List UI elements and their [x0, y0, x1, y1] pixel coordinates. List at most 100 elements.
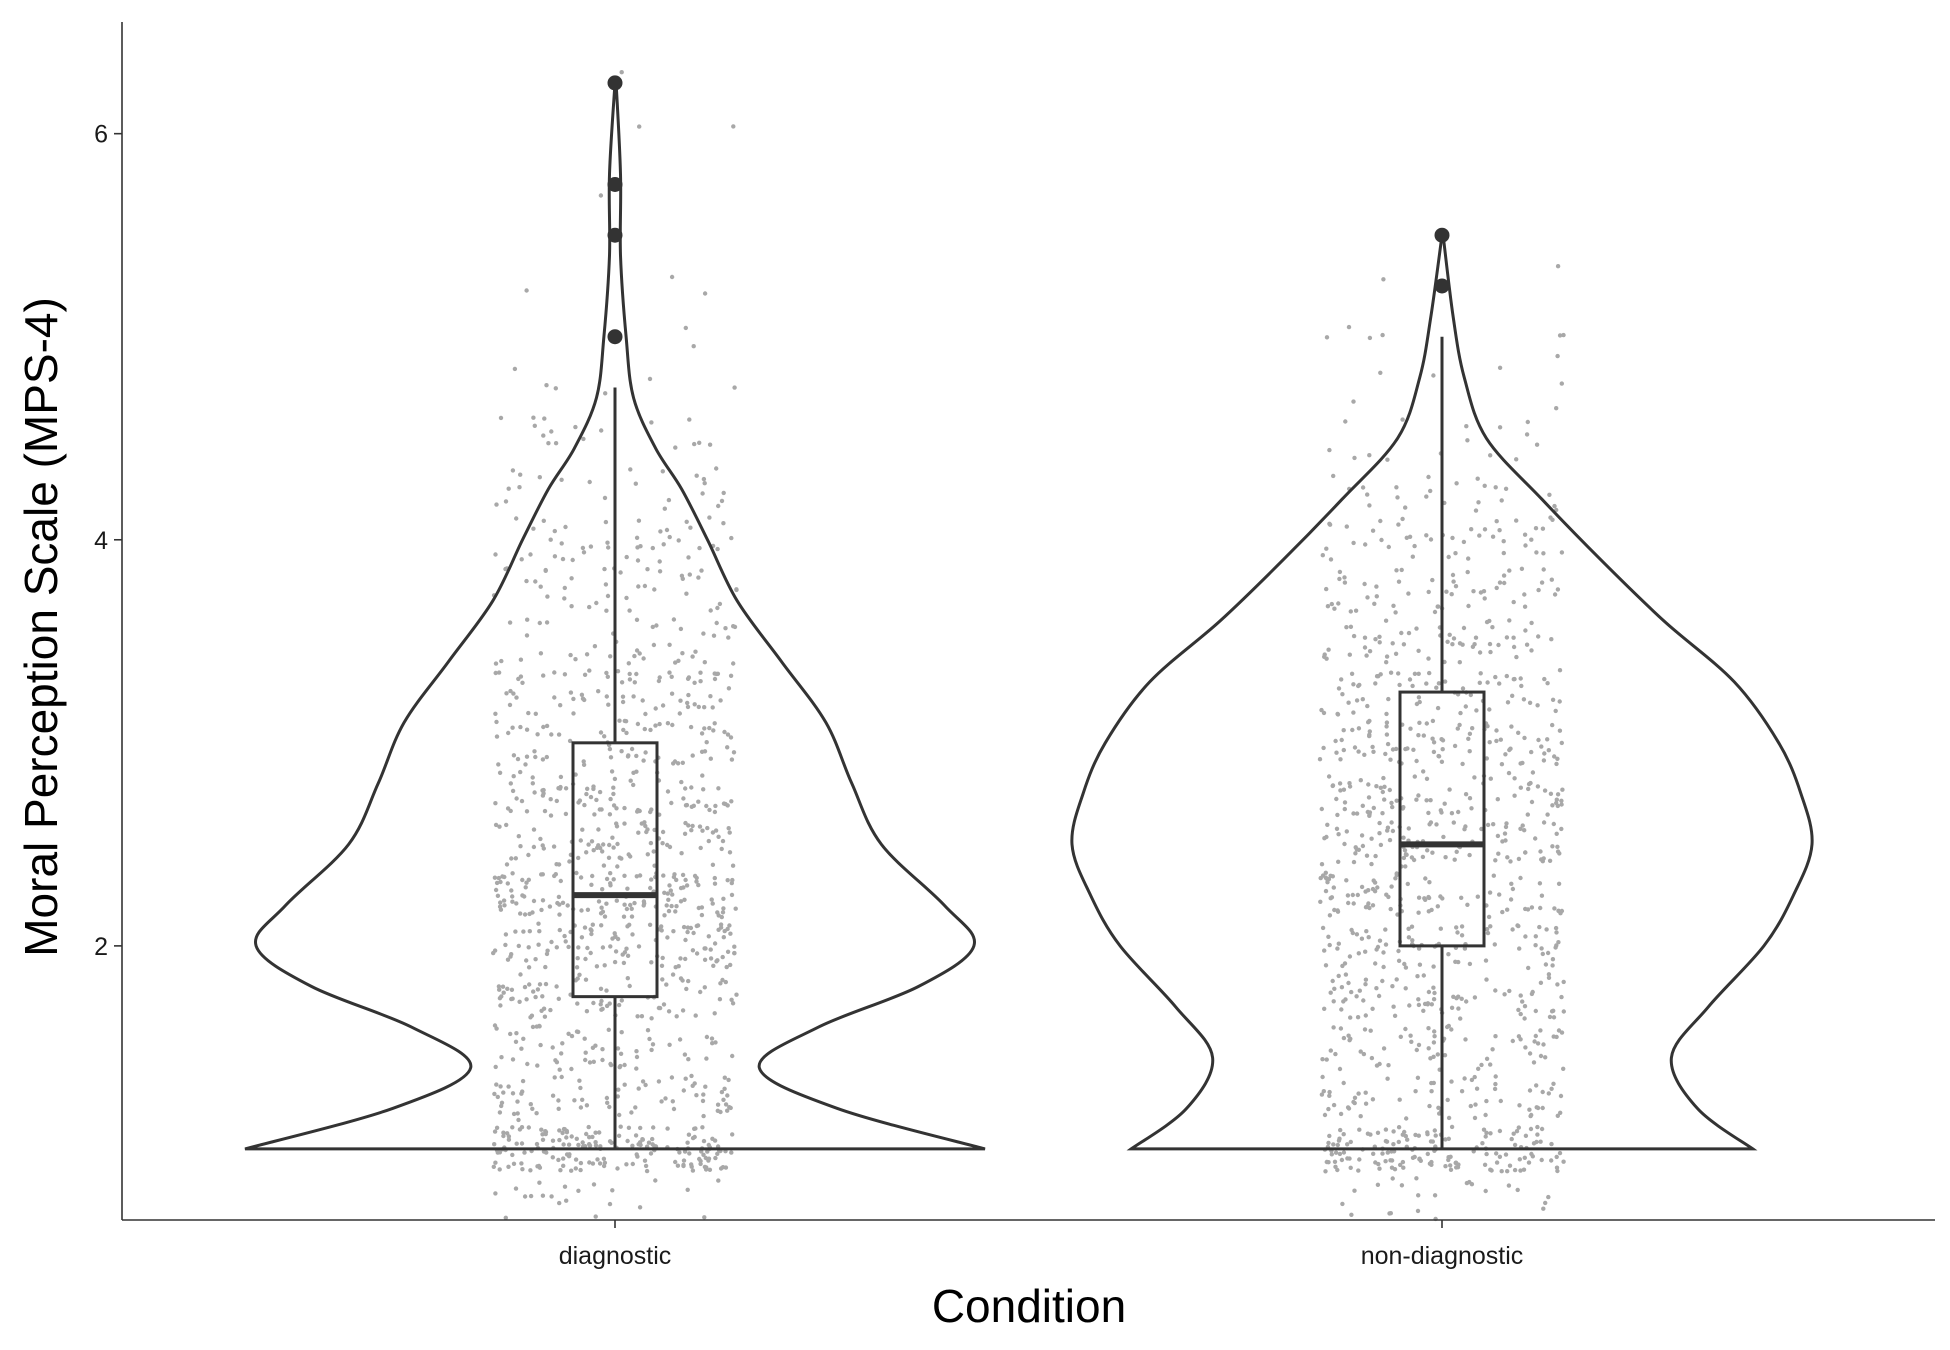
- jitter-point: [681, 1158, 687, 1163]
- jitter-point: [1535, 1041, 1541, 1046]
- jitter-point: [584, 652, 590, 657]
- jitter-point: [670, 1099, 675, 1104]
- jitter-point: [1522, 532, 1528, 537]
- jitter-point: [1377, 831, 1382, 836]
- jitter-point: [1394, 871, 1399, 876]
- jitter-point: [1557, 668, 1563, 673]
- jitter-point: [1327, 522, 1333, 527]
- jitter-point: [1409, 855, 1415, 860]
- jitter-point: [647, 922, 653, 927]
- jitter-point: [688, 724, 694, 730]
- jitter-point: [528, 1168, 533, 1173]
- jitter-point: [649, 420, 654, 425]
- jitter-point: [528, 1015, 533, 1020]
- jitter-point: [1551, 821, 1557, 827]
- jitter-point: [1560, 787, 1565, 792]
- jitter-point: [1542, 788, 1548, 793]
- jitter-point: [1404, 1116, 1409, 1121]
- jitter-point: [1380, 789, 1386, 795]
- jitter-point: [671, 1106, 677, 1112]
- jitter-point: [548, 797, 553, 802]
- jitter-point: [1374, 674, 1380, 679]
- jitter-point: [619, 749, 624, 754]
- jitter-point: [580, 545, 586, 551]
- jitter-point: [679, 851, 684, 856]
- jitter-point: [1536, 634, 1541, 639]
- jitter-point: [670, 892, 675, 897]
- jitter-point: [669, 674, 674, 679]
- jitter-point: [1523, 1133, 1529, 1139]
- jitter-point: [1321, 1089, 1327, 1094]
- jitter-point: [718, 1109, 723, 1115]
- jitter-point: [1396, 948, 1401, 954]
- jitter-point: [606, 855, 612, 860]
- jitter-point: [646, 1140, 652, 1145]
- jitter-point: [702, 481, 707, 486]
- jitter-point: [1519, 566, 1525, 571]
- jitter-point: [1346, 324, 1352, 330]
- jitter-point: [1432, 1128, 1438, 1133]
- jitter-point: [574, 965, 580, 970]
- jitter-point: [667, 642, 672, 647]
- jitter-point: [661, 542, 666, 547]
- jitter-point: [726, 826, 731, 831]
- jitter-point: [1539, 893, 1545, 898]
- jitter-point: [495, 893, 501, 898]
- jitter-point: [682, 831, 688, 836]
- jitter-point: [1361, 1051, 1367, 1057]
- jitter-point: [1360, 843, 1366, 849]
- jitter-point: [1338, 1026, 1344, 1031]
- jitter-point: [562, 585, 567, 591]
- jitter-point: [1352, 1188, 1357, 1193]
- jitter-point: [653, 1178, 658, 1183]
- jitter-point: [712, 941, 718, 946]
- jitter-point: [1485, 822, 1491, 828]
- jitter-point: [1510, 1038, 1516, 1044]
- jitter-point: [596, 899, 602, 904]
- jitter-point: [515, 1099, 520, 1104]
- jitter-point: [1491, 873, 1497, 878]
- jitter-point: [1435, 705, 1441, 711]
- jitter-point: [1507, 1163, 1513, 1168]
- jitter-point: [637, 124, 642, 129]
- jitter-point: [1516, 730, 1521, 735]
- jitter-point: [1494, 728, 1499, 733]
- jitter-point: [705, 1149, 710, 1154]
- jitter-point: [520, 1078, 526, 1084]
- jitter-point: [1414, 626, 1419, 631]
- jitter-point: [1551, 1034, 1556, 1039]
- jitter-point: [1477, 650, 1483, 655]
- jitter-point: [1330, 874, 1336, 879]
- jitter-point: [494, 719, 499, 725]
- jitter-point: [694, 473, 699, 478]
- jitter-point: [1492, 942, 1498, 947]
- jitter-point: [541, 1149, 547, 1154]
- jitter-point: [1522, 1155, 1528, 1161]
- jitter-point: [1334, 826, 1340, 831]
- jitter-point: [1371, 1151, 1376, 1157]
- jitter-point: [1324, 335, 1330, 340]
- jitter-point: [702, 660, 707, 665]
- jitter-point: [632, 680, 637, 685]
- jitter-point: [1375, 944, 1381, 950]
- jitter-point: [1402, 848, 1408, 853]
- jitter-point: [497, 824, 502, 829]
- jitter-point: [700, 773, 705, 778]
- jitter-point: [1415, 974, 1420, 979]
- jitter-point: [1490, 1047, 1495, 1052]
- jitter-point: [687, 572, 692, 577]
- jitter-point: [1425, 1151, 1431, 1157]
- outlier-point: [607, 176, 623, 192]
- jitter-point: [605, 593, 611, 599]
- jitter-point: [1432, 1034, 1437, 1039]
- jitter-point: [704, 803, 709, 809]
- jitter-point: [727, 1105, 732, 1110]
- jitter-point: [1533, 934, 1539, 939]
- jitter-point: [1526, 786, 1531, 792]
- jitter-point: [701, 1152, 706, 1158]
- jitter-point: [1362, 752, 1367, 757]
- jitter-point: [685, 700, 690, 706]
- jitter-point: [1505, 855, 1510, 860]
- jitter-point: [1365, 703, 1370, 709]
- jitter-point: [1461, 625, 1467, 631]
